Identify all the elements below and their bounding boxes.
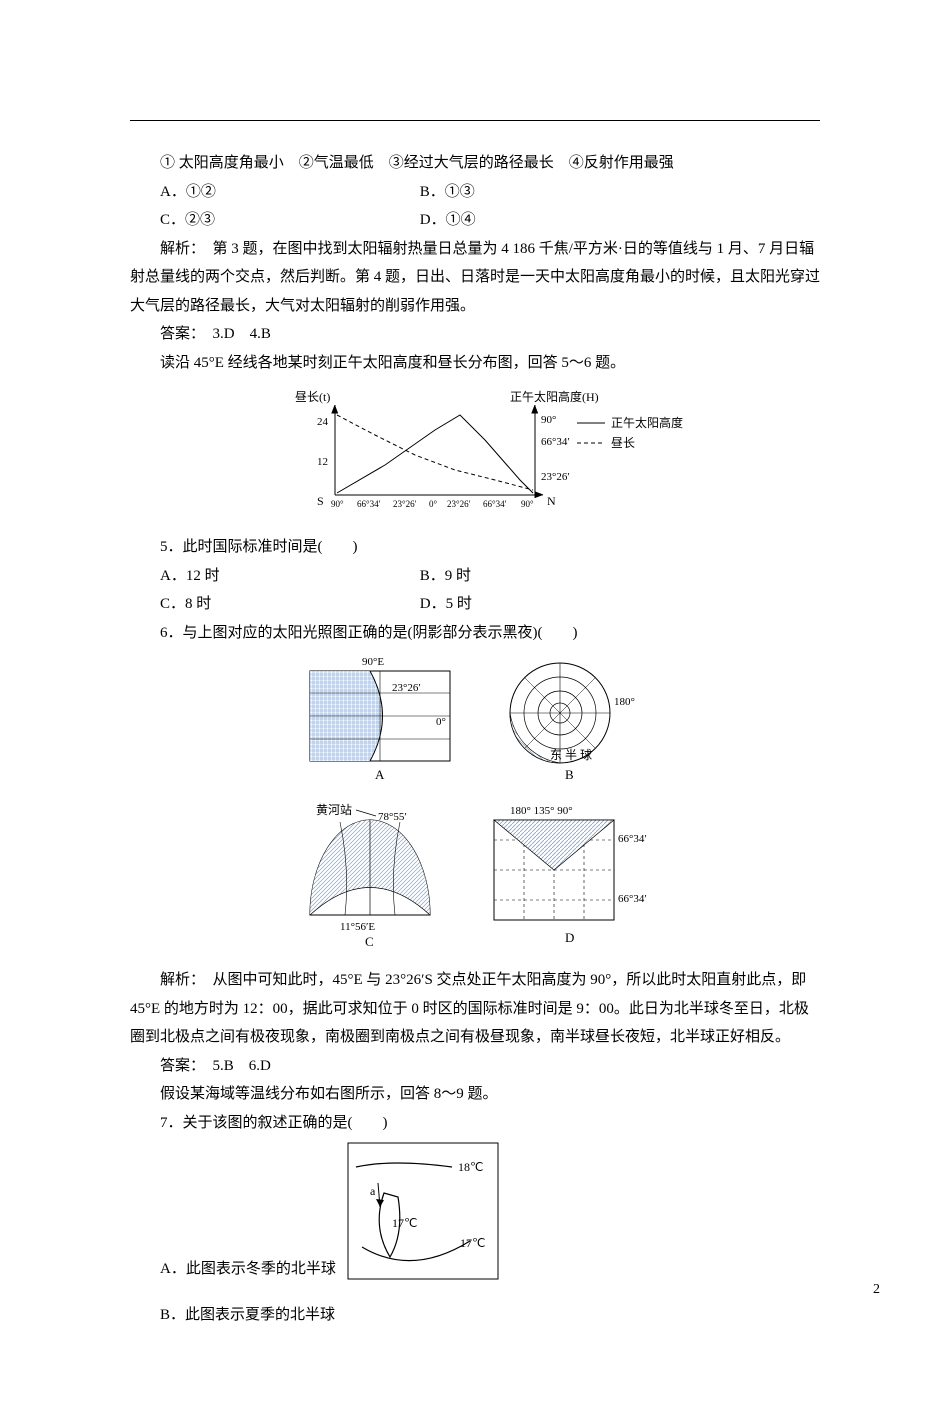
- svg-text:66°34′: 66°34′: [357, 499, 381, 509]
- q7-optA: A．此图表示冬季的北半球: [130, 1255, 336, 1288]
- explanation-34: 解析： 第 3 题，在图中找到太阳辐射热量日总量为 4 186 千焦/平方米·日…: [130, 235, 820, 321]
- svg-text:90°: 90°: [331, 499, 344, 509]
- answer-34: 答案： 3.D 4.B: [130, 320, 820, 349]
- svg-text:0°: 0°: [429, 499, 438, 509]
- figure-q6-row2: 黄河站 78°55′ 11°56′E C 180° 135° 90°: [130, 800, 820, 961]
- page-number: 2: [873, 1277, 880, 1304]
- q7-stem: 7．关于该图的叙述正确的是( ): [130, 1109, 820, 1138]
- svg-text:昼长: 昼长: [611, 436, 635, 450]
- q5-optC: C．8 时: [130, 590, 420, 619]
- svg-text:180°: 180°: [614, 696, 635, 708]
- svg-text:正午太阳高度: 正午太阳高度: [611, 415, 683, 430]
- q4-optB: B．①③: [420, 178, 820, 207]
- svg-text:黄河站: 黄河站: [316, 803, 352, 817]
- svg-text:66°34′: 66°34′: [541, 436, 570, 448]
- q5-row1: A．12 时 B．9 时: [130, 562, 820, 591]
- svg-text:11°56′E: 11°56′E: [340, 921, 375, 933]
- svg-text:23°26′: 23°26′: [447, 499, 471, 509]
- svg-text:18℃: 18℃: [458, 1160, 483, 1174]
- svg-text:78°55′: 78°55′: [378, 811, 407, 823]
- q5-optD: D．5 时: [420, 590, 820, 619]
- q4-stem: ① 太阳高度角最小 ②气温最低 ③经过大气层的路径最长 ④反射作用最强: [130, 149, 820, 178]
- svg-text:B: B: [565, 767, 574, 782]
- svg-text:12: 12: [317, 456, 328, 468]
- q4-row2: C．②③ D．①④: [130, 206, 820, 235]
- figure-q7: 18℃ 17℃ a 17℃: [342, 1137, 512, 1287]
- svg-text:90°E: 90°E: [362, 656, 384, 668]
- svg-text:D: D: [565, 930, 574, 945]
- svg-text:17℃: 17℃: [460, 1236, 485, 1250]
- svg-text:正午太阳高度(H): 正午太阳高度(H): [510, 389, 599, 404]
- svg-text:a: a: [370, 1184, 376, 1198]
- q7-optB: B．此图表示夏季的北半球: [130, 1301, 820, 1330]
- svg-text:90°: 90°: [521, 499, 534, 509]
- q7-block: A．此图表示冬季的北半球 18℃ 17℃ a 17℃: [130, 1137, 820, 1287]
- q5-row2: C．8 时 D．5 时: [130, 590, 820, 619]
- q5-stem: 5．此时国际标准时间是( ): [130, 533, 820, 562]
- svg-text:23°26′: 23°26′: [393, 499, 417, 509]
- q4-row1: A．①② B．①③: [130, 178, 820, 207]
- q5-optB: B．9 时: [420, 562, 820, 591]
- svg-text:A: A: [375, 767, 385, 782]
- svg-text:23°26′: 23°26′: [541, 471, 570, 483]
- q5-optA: A．12 时: [130, 562, 420, 591]
- svg-text:66°34′: 66°34′: [618, 893, 647, 905]
- q4-optC: C．②③: [130, 206, 420, 235]
- figure-q56: 昼长(t) 正午太阳高度(H) 正午太阳高度 昼长 24 12 90° 66°3…: [265, 385, 685, 525]
- top-rule: [130, 120, 820, 121]
- figure-q6-C: 黄河站 78°55′ 11°56′E C: [290, 800, 450, 950]
- svg-text:17℃: 17℃: [392, 1216, 417, 1230]
- svg-text:0°: 0°: [436, 716, 446, 728]
- svg-text:66°34′: 66°34′: [618, 833, 647, 845]
- svg-text:东 半 球: 东 半 球: [550, 748, 592, 762]
- figure-q6-B: 180° 东 半 球 B: [490, 653, 650, 783]
- figure-q6-D: 180° 135° 90° 66°34′ 66°34′ D: [480, 800, 660, 950]
- svg-text:23°26′: 23°26′: [392, 682, 421, 694]
- svg-text:昼长(t): 昼长(t): [295, 390, 330, 404]
- answer-56: 答案： 5.B 6.D: [130, 1052, 820, 1081]
- q4-optD: D．①④: [420, 206, 820, 235]
- svg-text:24: 24: [317, 416, 329, 428]
- figure-q6-row1: 90°E 23°26′ 0° A: [130, 653, 820, 794]
- svg-text:66°34′: 66°34′: [483, 499, 507, 509]
- svg-text:N: N: [547, 494, 556, 508]
- q4-optA: A．①②: [130, 178, 420, 207]
- q6-stem: 6．与上图对应的太阳光照图正确的是(阴影部分表示黑夜)( ): [130, 619, 820, 648]
- svg-text:180° 135° 90°: 180° 135° 90°: [510, 805, 573, 817]
- q56-lead: 读沿 45°E 经线各地某时刻正午太阳高度和昼长分布图，回答 5～6 题。: [130, 349, 820, 378]
- svg-text:C: C: [365, 934, 374, 949]
- explanation-56: 解析： 从图中可知此时，45°E 与 23°26′S 交点处正午太阳高度为 90…: [130, 966, 820, 1052]
- q79-lead: 假设某海域等温线分布如右图所示，回答 8～9 题。: [130, 1080, 820, 1109]
- svg-text:S: S: [317, 494, 324, 508]
- figure-q6-A: 90°E 23°26′ 0° A: [300, 653, 460, 783]
- svg-text:90°: 90°: [541, 414, 556, 426]
